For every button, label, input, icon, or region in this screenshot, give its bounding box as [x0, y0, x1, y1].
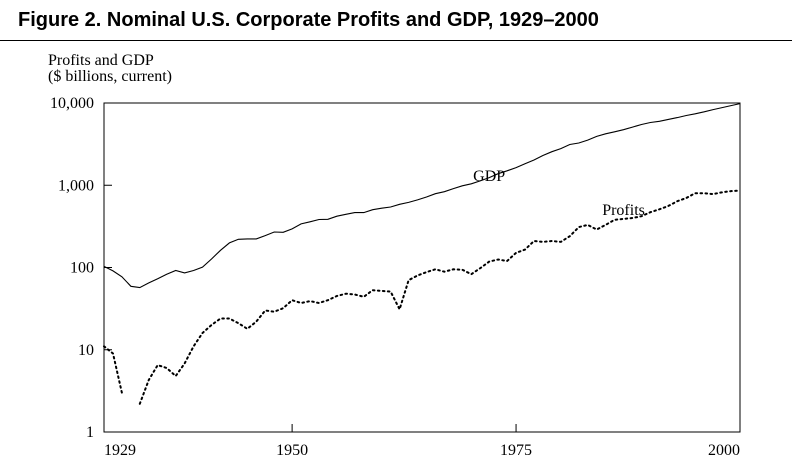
x-tick-label: 1929: [104, 442, 136, 459]
x-tick-label: 1975: [500, 442, 532, 459]
plot-frame: [103, 102, 741, 433]
series-group: GDP Profits: [103, 103, 741, 405]
y-axis: 1 10 100 1,000 10,000: [50, 95, 112, 441]
x-axis: 1929 1950 1975 2000: [103, 424, 741, 459]
x-tick-label: 2000: [708, 442, 740, 459]
y-tick-label: 1: [86, 424, 94, 441]
y-axis-label: Profits and GDP: [48, 52, 154, 69]
x-tick-label: 1950: [276, 442, 308, 459]
y-tick-label: 10: [78, 342, 94, 359]
profits-series-line: [103, 189, 741, 405]
y-tick-label: 100: [70, 260, 94, 277]
y-tick-label: 1,000: [58, 177, 94, 194]
figure-title: Figure 2. Nominal U.S. Corporate Profits…: [18, 9, 599, 31]
y-axis-unit-label: ($ billions, current): [48, 68, 172, 85]
title-divider: [0, 40, 792, 41]
profits-series-label: Profits: [602, 202, 645, 219]
gdp-series-line: [103, 103, 741, 289]
y-tick-label: 10,000: [50, 95, 94, 112]
gdp-series-label: GDP: [473, 168, 505, 185]
